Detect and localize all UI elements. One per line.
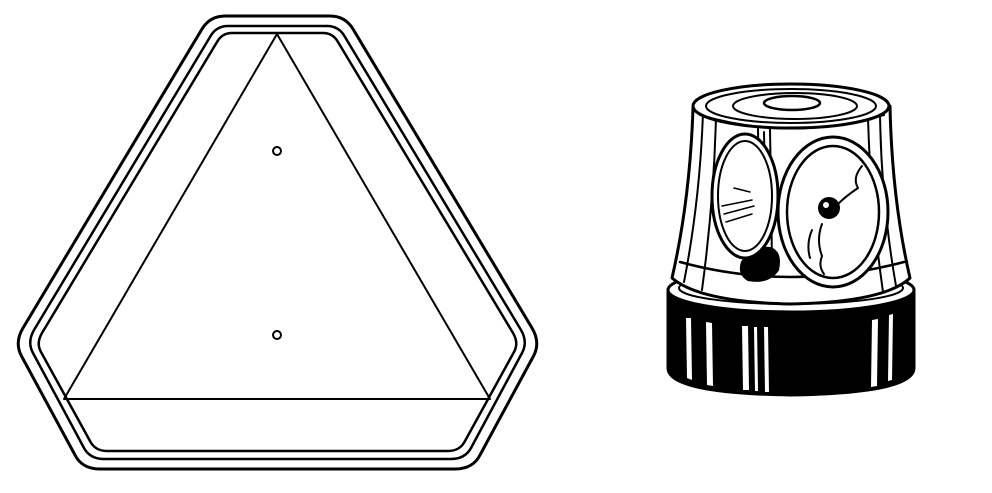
sign-middle-border	[29, 24, 526, 461]
mounting-hole-bottom	[272, 330, 282, 340]
dome-cap-ring-1	[705, 88, 877, 124]
bulb-highlight	[823, 202, 829, 208]
dome-cap-underside	[699, 114, 885, 130]
mounting-hole-top	[272, 146, 282, 156]
slow-moving-vehicle-triangle-icon	[16, 14, 539, 471]
front-reflector-rim	[785, 144, 881, 280]
bulb	[818, 197, 840, 219]
rotating-beacon-light-icon	[666, 82, 916, 397]
back-reflector	[710, 132, 780, 260]
dome-lower-band	[678, 260, 906, 279]
sign-outer-border	[16, 14, 539, 471]
sign-triangle	[63, 33, 491, 400]
dome-cap-top	[762, 94, 822, 112]
front-reflector-crack	[807, 165, 863, 275]
base-highlights	[686, 314, 893, 392]
dome-cap-ring-2	[732, 92, 858, 120]
back-reflector-rim	[717, 140, 773, 252]
sign-inner-border	[37, 31, 518, 453]
back-reflector-rays	[721, 187, 755, 223]
